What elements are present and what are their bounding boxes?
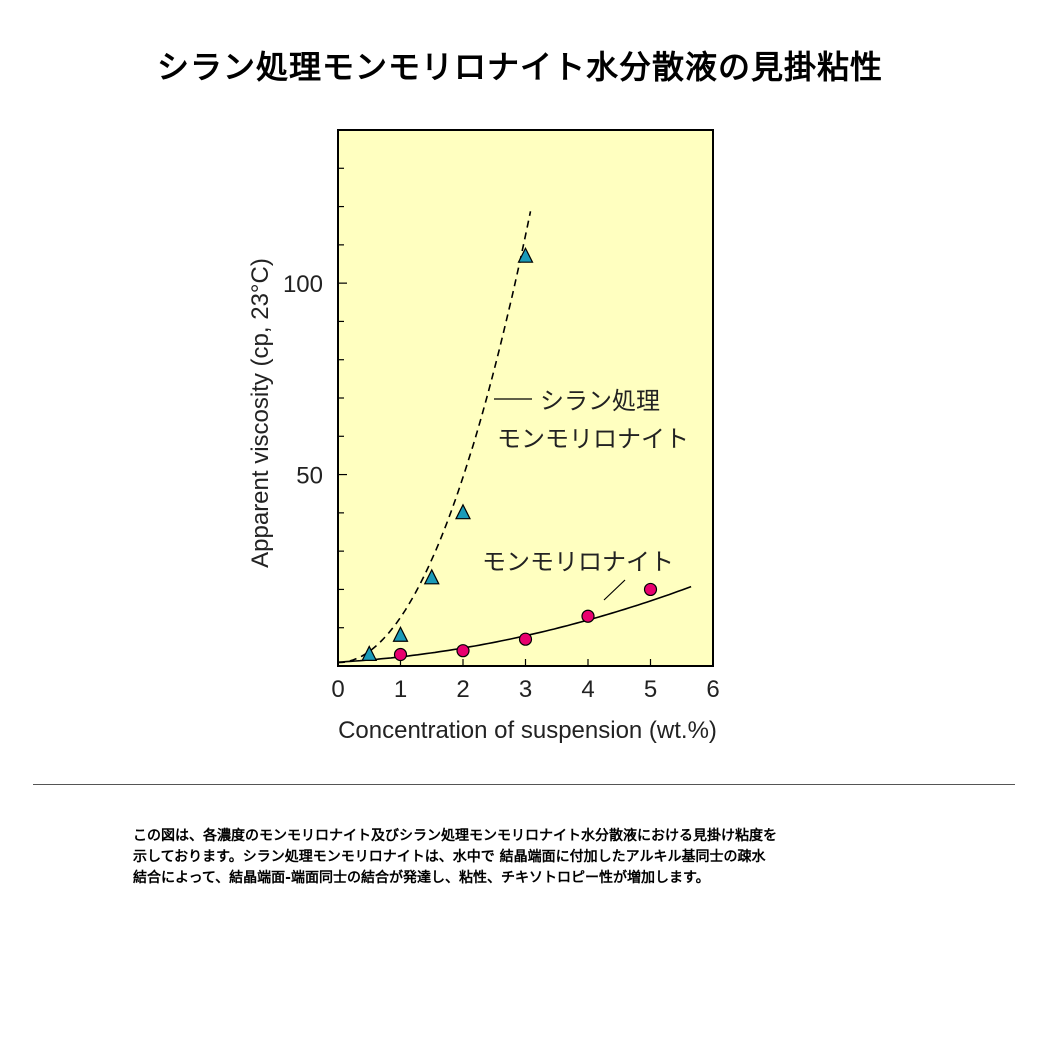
data-point-circle bbox=[581, 609, 595, 623]
caption-line-2: 示しております。シラン処理モンモリロナイトは、水中で 結晶端面に付加したアルキル… bbox=[133, 849, 766, 865]
x-tick-label: 6 bbox=[706, 676, 719, 703]
data-point-triangle bbox=[455, 503, 471, 520]
chart-svg: 0 1 2 3 4 5 6 50 100 Concentration of suspension … bbox=[247, 129, 720, 744]
series-label-montmorillonite: モンモリロナイト bbox=[482, 549, 674, 576]
page-title: シラン処理モンモリロナイト水分散液の見掛粘性 bbox=[156, 48, 883, 86]
series-label-silane-line2: モンモリロナイト bbox=[497, 426, 689, 453]
x-tick-label: 2 bbox=[456, 676, 469, 703]
series-silane-curve bbox=[337, 211, 532, 664]
y-tick-label: 50 bbox=[296, 463, 323, 490]
caption: この図は、各濃度のモンモリロナイト及びシラン処理モンモリロナイト水分散液における… bbox=[133, 826, 933, 889]
data-point-circle bbox=[643, 582, 658, 597]
data-point-triangle bbox=[423, 568, 440, 585]
x-tick-label: 4 bbox=[581, 676, 594, 703]
data-point-circle bbox=[393, 647, 408, 662]
data-point-triangle bbox=[392, 625, 409, 642]
data-point-triangle bbox=[517, 246, 534, 263]
plot-frame bbox=[337, 129, 714, 667]
data-point-circle bbox=[456, 644, 470, 658]
divider bbox=[33, 784, 1015, 785]
chart: 0 1 2 3 4 5 6 50 100 Concentration of suspension … bbox=[247, 129, 720, 744]
data-point-circle bbox=[518, 632, 533, 646]
x-tick-label: 0 bbox=[331, 676, 344, 703]
plot-background bbox=[338, 130, 713, 666]
x-axis-label: Concentration of suspension (wt.%) bbox=[338, 717, 717, 744]
caption-line-3: 結合によって、結晶端面-端面同士の結合が発達し、粘性、チキソトロピー性が増加しま… bbox=[133, 870, 710, 886]
x-tick-label: 3 bbox=[519, 676, 532, 703]
y-axis-label: Apparent viscosity (cp, 23°C) bbox=[247, 258, 274, 568]
data-point-triangle bbox=[361, 645, 378, 661]
x-tick-label: 5 bbox=[644, 676, 657, 703]
caption-line-1: この図は、各濃度のモンモリロナイト及びシラン処理モンモリロナイト水分散液における… bbox=[133, 828, 777, 844]
y-tick-label: 100 bbox=[283, 271, 323, 298]
x-tick-label: 1 bbox=[394, 676, 407, 703]
montmorillonite-leader-line bbox=[603, 579, 626, 601]
series-label-silane-line1: シラン処理 bbox=[540, 388, 660, 415]
